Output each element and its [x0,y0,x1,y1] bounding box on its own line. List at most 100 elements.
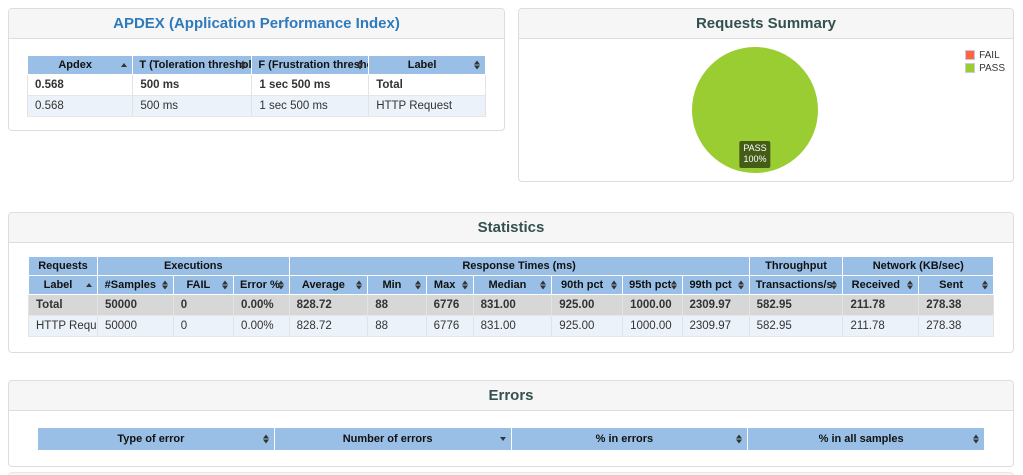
stat-cell: 50000 [97,294,174,316]
stat-cell: 1000.00 [622,294,683,316]
requests-summary-panel-header: Requests Summary [519,9,1013,39]
stat-cell: 1000.00 [622,315,683,337]
stat-column-header-sent[interactable]: Sent [918,275,994,295]
statistics-group-header-row: Requests Executions Response Times (ms) … [28,256,994,276]
sort-both-icon [474,60,480,70]
apdex-header-row: Apdex T (Toleration threshold) F (Frustr… [26,55,486,75]
stat-cell: 88 [367,294,427,316]
stat-column-header-max[interactable]: Max [425,275,474,295]
statistics-row-http-request: HTTP Request 50000 0 0.00% 828.72 88 677… [28,315,994,337]
stat-cell: HTTP Request [28,315,98,337]
statistics-column-header-row: Label #Samples FAIL Error % [28,275,994,295]
errors-table: Type of error Number of errors % in erro… [37,427,985,451]
stat-column-header-samples[interactable]: #Samples [96,275,174,295]
sort-both-icon [982,280,988,290]
stat-cell: 831.00 [473,294,553,316]
sort-both-icon [831,280,838,290]
stat-cell: 211.78 [842,294,920,316]
stat-cell: 211.78 [842,315,920,337]
apdex-column-header-toleration[interactable]: T (Toleration threshold) [132,55,253,75]
stat-column-header-received[interactable]: Received [842,275,920,295]
apdex-panel-body: Apdex T (Toleration threshold) F (Frustr… [9,39,504,117]
errors-column-header-type[interactable]: Type of error [37,427,275,451]
sort-both-icon [907,280,914,290]
next-panel-top-edge [8,472,1014,475]
sort-both-icon [670,280,677,290]
sort-both-icon [240,60,247,70]
apdex-cell: Total [368,74,486,96]
sort-both-icon [611,280,618,290]
stat-column-header-95th[interactable]: 95th pct [622,275,683,295]
statistics-panel-body: Requests Executions Response Times (ms) … [9,243,1013,337]
legend-item-pass: PASS [965,62,1005,74]
stat-column-header-transactions[interactable]: Transactions/s [748,275,844,295]
stat-column-header-error-pct[interactable]: Error % [233,275,290,295]
sort-both-icon [161,280,168,290]
apdex-panel: APDEX (Application Performance Index) Ap… [8,8,505,131]
group-header-network: Network (KB/sec) [842,256,994,276]
sort-desc-icon [499,437,506,441]
fail-color-swatch-icon [965,50,976,60]
sort-both-icon [973,434,979,444]
errors-panel-header: Errors [9,381,1013,411]
sort-both-icon [262,434,269,444]
stat-cell: 0.00% [233,315,290,337]
sort-both-icon [222,280,229,290]
statistics-title: Statistics [477,219,545,236]
apdex-cell: 0.568 [26,95,134,117]
stat-column-header-average[interactable]: Average [288,275,369,295]
stat-cell: 0.00% [233,294,290,316]
stat-cell: 582.95 [749,294,844,316]
sort-asc-icon [121,63,128,67]
pie-chart: PASS 100% [691,46,819,174]
errors-header-row: Type of error Number of errors % in erro… [37,427,985,451]
stat-cell: 2309.97 [682,294,750,316]
stat-cell: 828.72 [289,315,369,337]
stat-column-header-fail[interactable]: FAIL [172,275,235,295]
chart-legend: FAIL PASS [965,49,1005,75]
stat-column-header-99th[interactable]: 99th pct [681,275,750,295]
apdex-column-header-apdex[interactable]: Apdex [26,55,134,75]
apdex-column-header-label[interactable]: Label [368,55,486,75]
apdex-row-http-request: 0.568 500 ms 1 sec 500 ms HTTP Request [26,95,486,117]
requests-summary-body: PASS 100% FAIL PASS [519,39,1013,181]
errors-panel-body: Type of error Number of errors % in erro… [9,411,1013,451]
stat-cell: 50000 [97,315,174,337]
errors-column-header-pct-samples[interactable]: % in all samples [747,427,985,451]
apdex-row-total: 0.568 500 ms 1 sec 500 ms Total [26,74,486,96]
sort-both-icon [736,434,743,444]
stat-cell: 925.00 [551,315,624,337]
stat-column-header-90th[interactable]: 90th pct [551,275,624,295]
sort-asc-icon [85,283,92,287]
errors-column-header-pct-errors[interactable]: % in errors [510,427,749,451]
sort-both-icon [277,280,284,290]
apdex-title: APDEX (Application Performance Index) [113,15,400,32]
stat-cell: 6776 [426,315,474,337]
stat-cell: 925.00 [551,294,624,316]
statistics-table: Requests Executions Response Times (ms) … [28,256,994,337]
group-header-response-times: Response Times (ms) [288,256,750,276]
group-header-throughput: Throughput [748,256,844,276]
pie-slice-pass [692,47,818,173]
apdex-cell: 500 ms [132,95,253,117]
stat-cell: 582.95 [749,315,844,337]
sort-both-icon [461,280,468,290]
stat-cell: 0 [173,294,235,316]
stat-column-header-label[interactable]: Label [28,275,98,295]
sort-both-icon [356,280,363,290]
pie-slice-label: PASS 100% [739,141,771,168]
group-header-requests: Requests [28,256,98,276]
apdex-cell: 1 sec 500 ms [251,74,370,96]
apdex-column-header-frustration[interactable]: F (Frustration threshold) [251,55,370,75]
statistics-row-total: Total 50000 0 0.00% 828.72 88 6776 831.0… [28,294,994,316]
group-header-executions: Executions [96,256,290,276]
errors-column-header-count[interactable]: Number of errors [273,427,512,451]
stat-column-header-median[interactable]: Median [472,275,553,295]
errors-title: Errors [488,387,534,404]
pass-color-swatch-icon [965,63,976,73]
stat-column-header-min[interactable]: Min [367,275,427,295]
apdex-cell: 1 sec 500 ms [251,95,370,117]
stat-cell: 0 [173,315,235,337]
apdex-panel-header: APDEX (Application Performance Index) [9,9,504,39]
